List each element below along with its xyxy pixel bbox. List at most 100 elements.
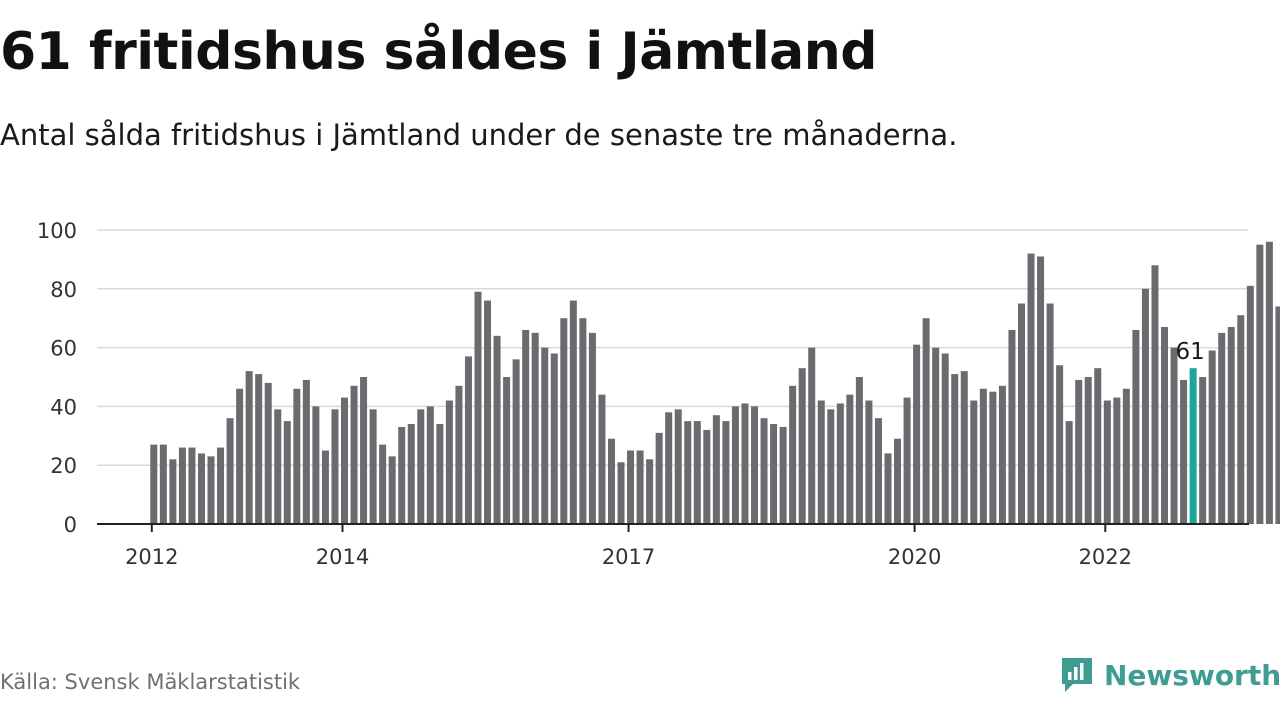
bar: [484, 300, 492, 524]
bar: [150, 444, 158, 524]
bar: [426, 406, 434, 524]
brand-logo: Newsworthy: [1060, 654, 1280, 696]
bar: [541, 347, 549, 524]
bar: [808, 347, 816, 524]
bar: [1056, 365, 1064, 524]
bar: [474, 291, 482, 524]
bar: [283, 421, 291, 524]
bar: [1218, 332, 1226, 524]
bar-highlighted: [1189, 368, 1197, 524]
bar: [369, 409, 377, 524]
bar: [331, 409, 339, 524]
bar: [569, 300, 577, 524]
bar: [503, 377, 511, 524]
bar: [1037, 256, 1045, 524]
bar: [693, 421, 701, 524]
bar-chart: 0 20 40 60 80 100 2012 2014 2017 2020 2022 61: [37, 219, 1280, 569]
bar: [226, 418, 234, 524]
bar: [522, 329, 530, 524]
bar: [407, 424, 415, 524]
highlight-value-label: 61: [1175, 339, 1204, 365]
bar: [998, 385, 1006, 524]
bar: [312, 406, 320, 524]
bar: [636, 450, 644, 524]
bar: [607, 438, 615, 524]
bar: [1046, 303, 1054, 524]
bar: [398, 426, 406, 524]
x-tick-label: 2014: [316, 545, 369, 569]
bar: [722, 421, 730, 524]
y-tick-label: 60: [50, 337, 77, 361]
bar: [236, 388, 244, 524]
bar: [846, 394, 854, 524]
bar: [464, 356, 472, 524]
bar: [979, 388, 987, 524]
bar: [560, 318, 568, 524]
bar: [627, 450, 635, 524]
bar: [207, 456, 215, 524]
bar: [350, 385, 358, 524]
bar: [922, 318, 930, 524]
bar: [989, 391, 997, 524]
bar: [188, 447, 196, 524]
bar: [1113, 397, 1121, 524]
bar: [493, 335, 501, 524]
bar: [245, 371, 253, 524]
bar: [817, 400, 825, 524]
bar: [341, 397, 348, 524]
bar: [665, 412, 673, 524]
bar: [855, 377, 863, 524]
bar: [913, 344, 921, 524]
bar: [865, 400, 873, 524]
bar: [836, 403, 844, 524]
bar: [360, 377, 368, 524]
bar: [1103, 400, 1111, 524]
chart-title: 61 fritidshus såldes i Jämtland: [0, 22, 877, 82]
bar: [274, 409, 282, 524]
bar: [169, 459, 177, 524]
bar: [1027, 253, 1035, 524]
bar: [703, 429, 711, 524]
bar: [1170, 347, 1178, 524]
bar: [264, 382, 272, 524]
bar: [1227, 327, 1235, 524]
bar: [1017, 303, 1025, 524]
bar: [760, 418, 768, 524]
bar: [1208, 350, 1216, 524]
bar: [779, 426, 787, 524]
bar: [646, 459, 654, 524]
x-axis-ticks: 2012 2014 2017 2020 2022: [125, 524, 1132, 569]
bar: [741, 403, 749, 524]
bar: [512, 359, 520, 524]
bar: [436, 424, 444, 524]
y-tick-label: 80: [50, 278, 77, 302]
bar: [455, 385, 463, 524]
bar: [712, 415, 720, 524]
bar: [217, 447, 225, 524]
bar: [789, 385, 797, 524]
bar: [1075, 379, 1083, 524]
bar: [894, 438, 902, 524]
bar: [1199, 377, 1207, 524]
bar: [255, 374, 263, 524]
bar: [1256, 244, 1264, 524]
bar: [1008, 329, 1016, 524]
bar: [388, 456, 396, 524]
bar: [588, 332, 596, 524]
bar: [579, 318, 587, 524]
bar: [932, 347, 940, 524]
bar: [159, 444, 167, 524]
bar: [770, 424, 778, 524]
bar: [417, 409, 425, 524]
bar: [798, 368, 806, 524]
x-tick-label: 2012: [125, 545, 178, 569]
source-note: Källa: Svensk Mäklarstatistik: [0, 670, 301, 694]
y-tick-label: 20: [50, 454, 77, 478]
bar: [293, 388, 301, 524]
bar: [178, 447, 186, 524]
y-tick-label: 40: [50, 395, 77, 419]
bar: [1161, 327, 1169, 524]
y-axis-tick-labels: 0 20 40 60 80 100: [37, 219, 77, 537]
bar: [598, 394, 606, 524]
brand-name: Newsworthy: [1104, 658, 1280, 692]
